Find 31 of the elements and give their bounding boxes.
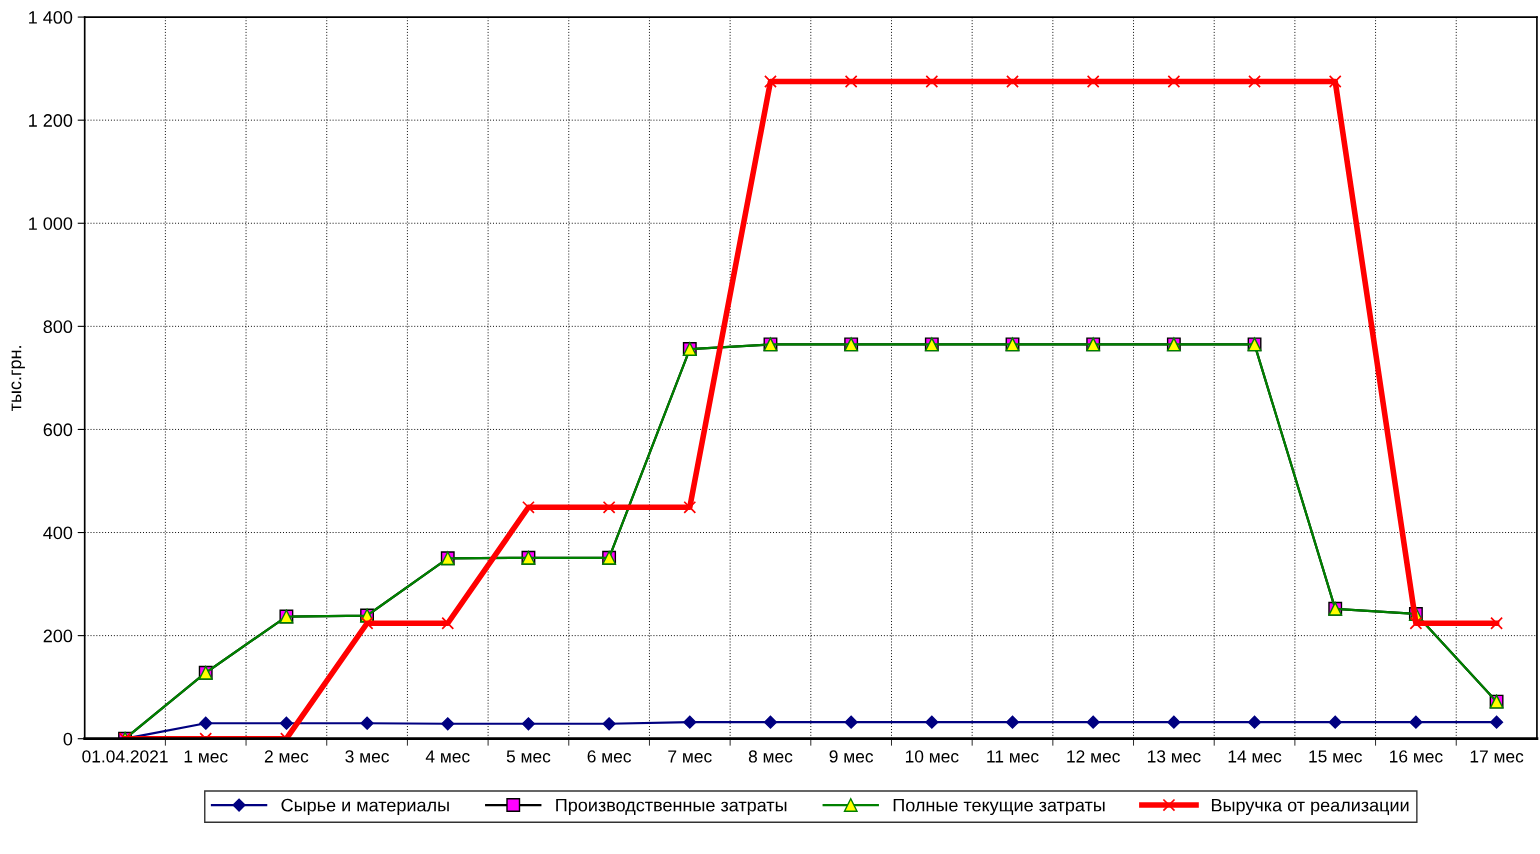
x-tick-label: 11 мес xyxy=(987,750,1039,763)
y-tick-label: 200 xyxy=(43,629,73,643)
x-tick-label: 3 мес xyxy=(345,750,389,763)
x-tick-label: 4 мес xyxy=(425,750,470,763)
legend-label: Сырье и материалы xyxy=(281,798,449,816)
y-tick-label: 1 200 xyxy=(29,114,73,127)
y-axis-title: тыс.грн. xyxy=(11,346,25,412)
legend-label: Выручка от реализации xyxy=(1211,798,1409,816)
y-tick-label: 800 xyxy=(43,320,73,334)
y-tick-label: 1 000 xyxy=(29,217,73,230)
x-tick-label: 01.04.2021 xyxy=(82,750,168,763)
y-tick-label: 1 400 xyxy=(29,11,73,24)
x-tick-label: 12 мес xyxy=(1067,750,1120,763)
x-tick-label: 15 мес xyxy=(1309,750,1362,763)
legend-label: Производственные затраты xyxy=(556,798,787,816)
x-tick-label: 2 мес xyxy=(264,750,309,763)
x-tick-label: 1 мес xyxy=(184,750,228,763)
x-tick-label: 14 мес xyxy=(1228,750,1282,763)
x-tick-label: 6 мес xyxy=(587,750,632,763)
x-tick-label: 5 мес xyxy=(506,750,551,763)
y-tick-label: 400 xyxy=(43,526,73,540)
x-tick-label: 7 мес xyxy=(668,750,712,763)
y-tick-label: 600 xyxy=(43,423,73,437)
x-tick-label: 17 мес xyxy=(1470,750,1524,763)
y-tick-label: 0 xyxy=(63,732,73,746)
x-tick-label: 8 мес xyxy=(748,750,793,763)
x-tick-label: 9 мес xyxy=(829,750,874,763)
x-tick-label: 16 мес xyxy=(1390,750,1443,763)
x-tick-label: 10 мес xyxy=(905,750,959,763)
x-tick-label: 13 мес xyxy=(1147,750,1201,763)
legend-label: Полные текущие затраты xyxy=(893,798,1105,816)
